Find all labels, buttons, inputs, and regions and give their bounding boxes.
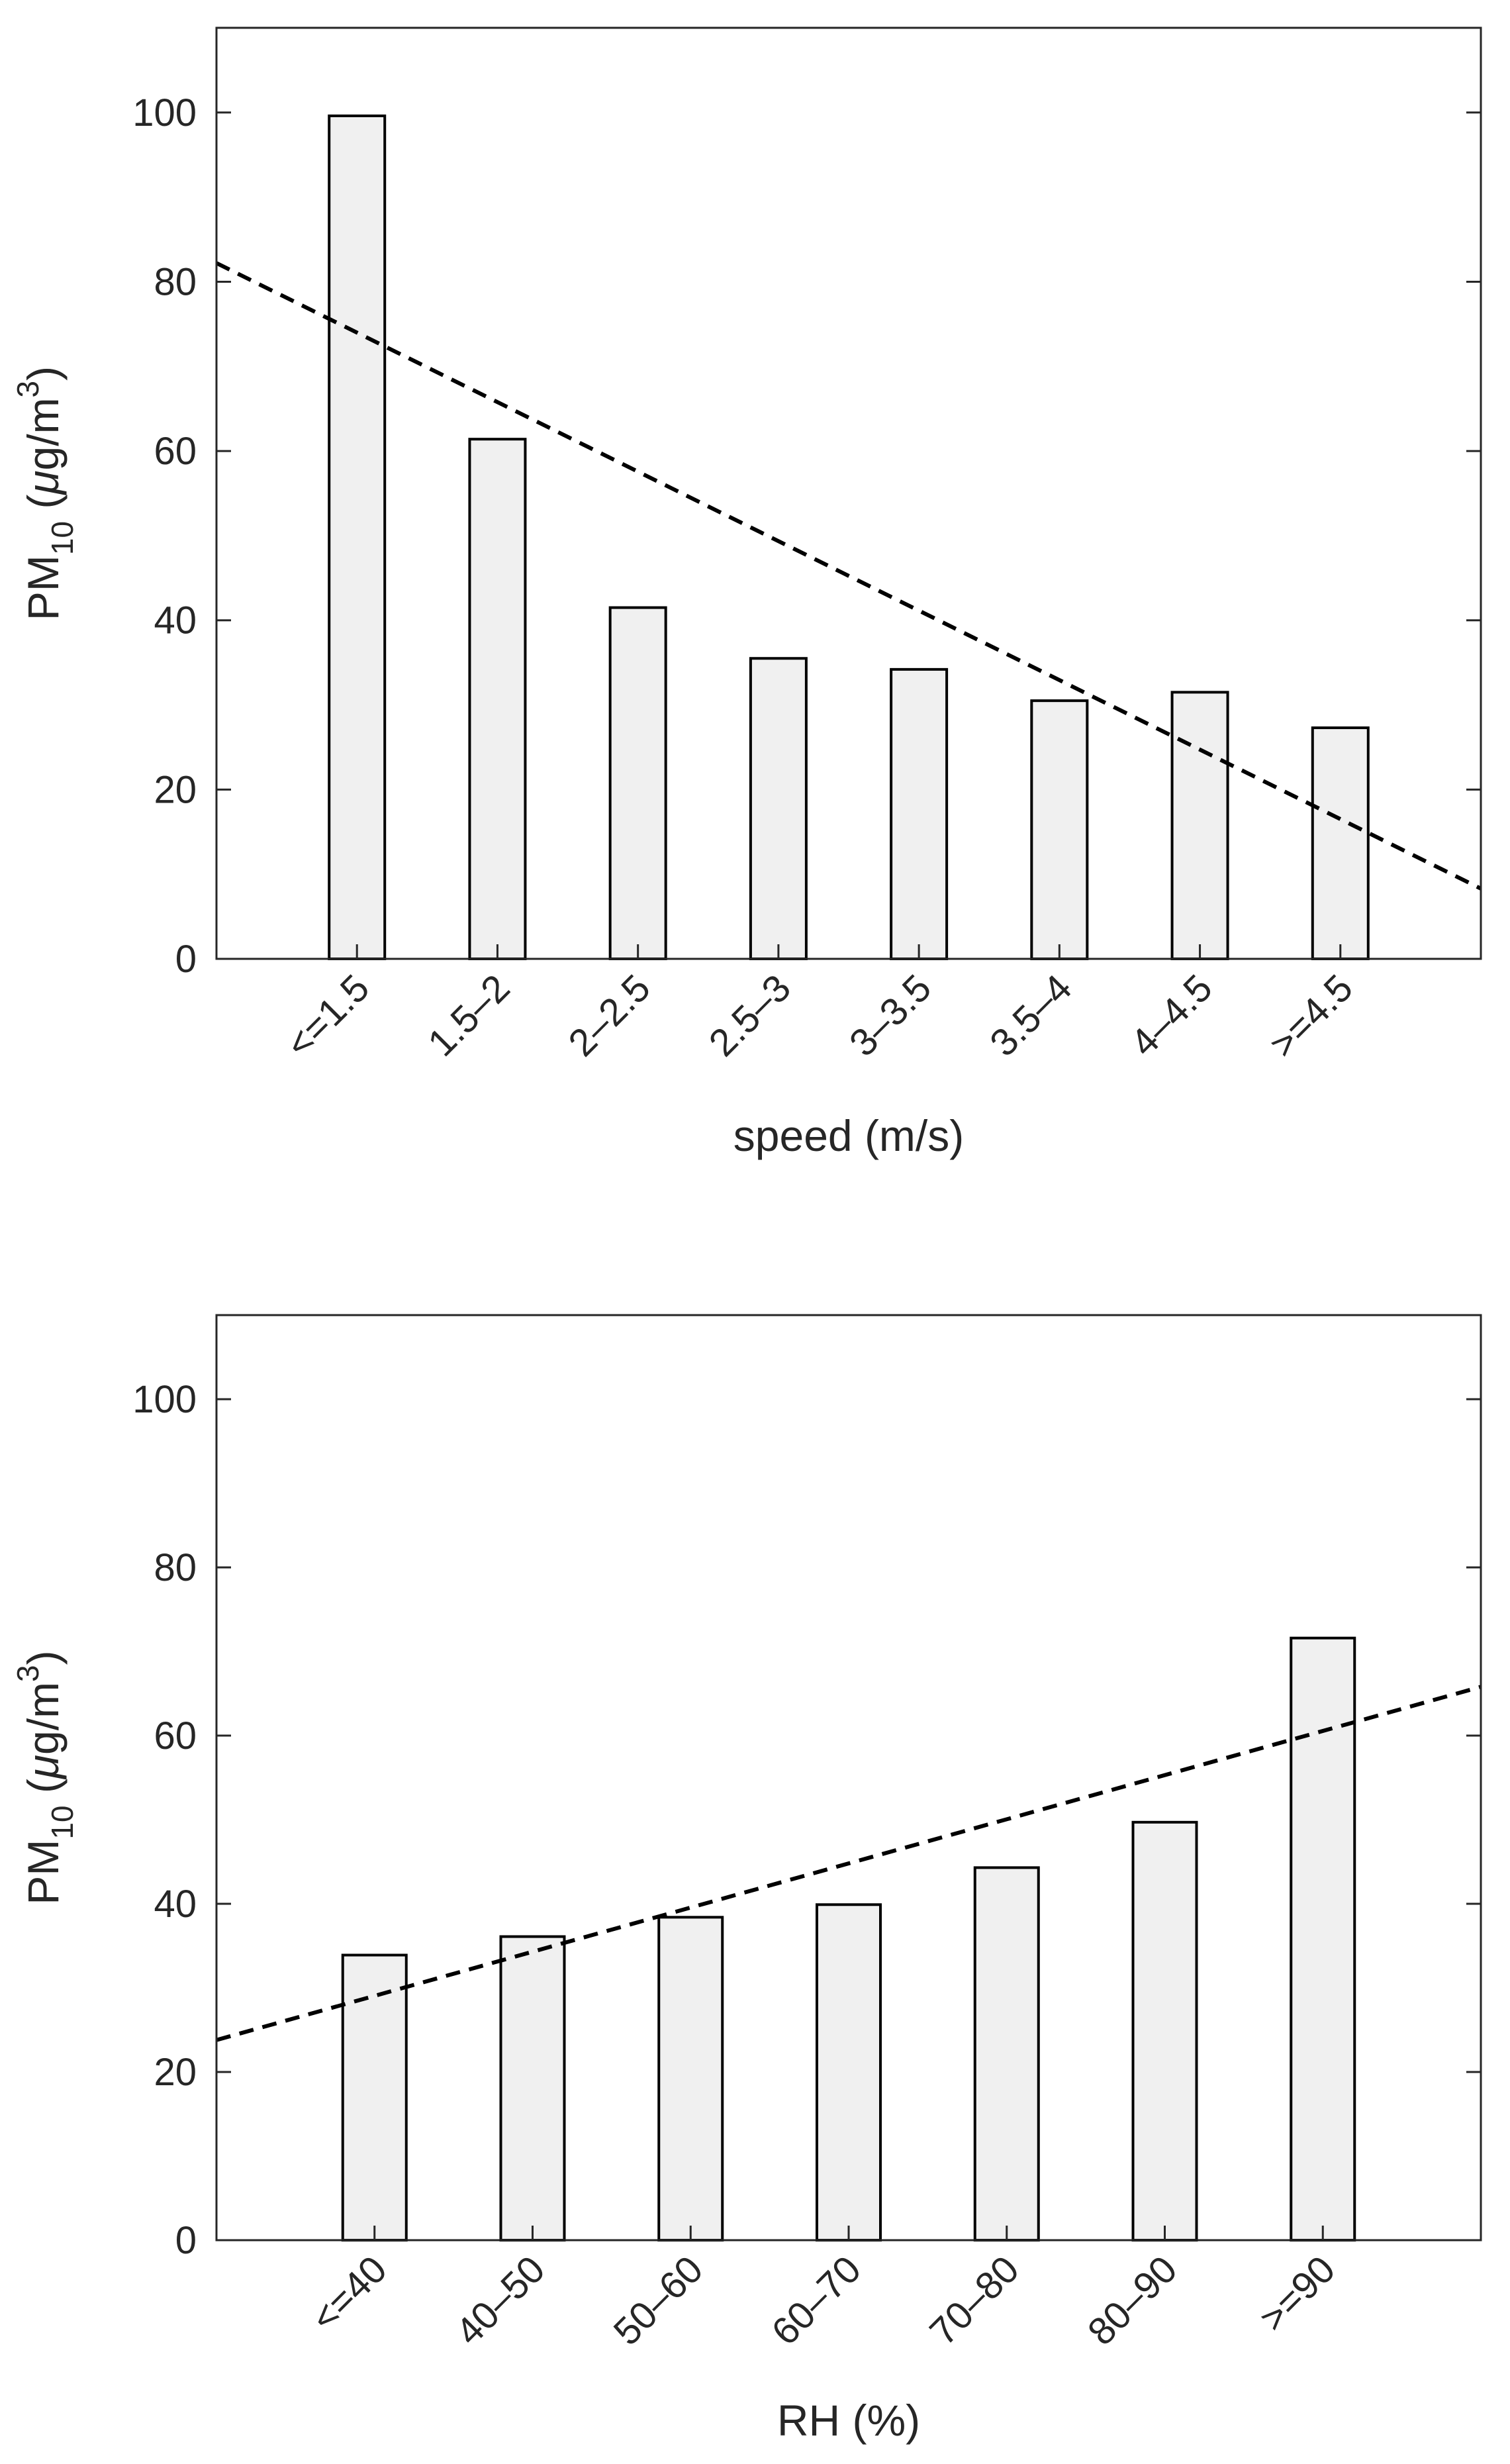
y-axis-title-part: g/m [19, 1682, 68, 1755]
x-axis-title: RH (%) [777, 2396, 920, 2445]
x-tick-label: 2.5–3 [700, 966, 799, 1065]
bar [890, 667, 949, 960]
y-axis-title-part: 10 [45, 521, 79, 555]
x-tick-label: 70–80 [921, 2247, 1027, 2353]
x-tick-label: >=4.5 [1261, 966, 1361, 1066]
y-tick-label: 20 [154, 768, 197, 811]
y-tick-label: 100 [132, 1378, 197, 1421]
x-tick-label: <=40 [303, 2247, 395, 2340]
bar [657, 1916, 724, 2242]
x-tick-label: 80–90 [1080, 2247, 1186, 2353]
y-axis-title-part: PM [19, 555, 68, 620]
y-axis-title-part: g/m [19, 397, 68, 470]
y-axis-title-part: 10 [45, 1805, 79, 1839]
bar [499, 1935, 566, 2242]
x-tick-label: 3.5–4 [982, 966, 1080, 1065]
y-tick-label: 0 [175, 2219, 197, 2262]
trend-line [215, 261, 1482, 891]
x-tick-label: 4–4.5 [1122, 966, 1221, 1065]
bar [1311, 726, 1370, 961]
bar [468, 438, 527, 960]
y-tick-label: 20 [154, 2051, 197, 2094]
trend-line [216, 1685, 1482, 2042]
y-axis-title-part: μ [19, 470, 68, 495]
y-axis-title: PM10 (μg/m3) [11, 1650, 79, 1904]
y-axis-title-part: ( [19, 1779, 68, 1805]
x-tick-label: 60–70 [763, 2247, 869, 2353]
x-axis-title: speed (m/s) [733, 1111, 964, 1160]
y-axis-title-part: ( [19, 495, 68, 521]
bar [973, 1866, 1040, 2242]
y-axis-title-part: ) [19, 1650, 68, 1665]
y-axis-title: PM10 (μg/m3) [11, 366, 79, 620]
bar [1131, 1820, 1198, 2242]
axes-box [215, 26, 1482, 960]
y-tick-label: 80 [154, 1546, 197, 1589]
y-axis-title-part: 3 [11, 381, 45, 398]
y-tick-label: 60 [154, 1714, 197, 1757]
bar [749, 657, 808, 961]
y-axis-title-part: 3 [11, 1665, 45, 1682]
x-tick-label: 2–2.5 [560, 966, 659, 1065]
bar [816, 1903, 882, 2242]
x-tick-label: 50–60 [605, 2247, 711, 2353]
y-axis-title-part: PM [19, 1840, 68, 1905]
chart-relative-humidity: 0 20 40 60 80 100 <=40 40–50 50–60 60–70 70–80 80–9… [11, 1314, 1482, 2445]
y-tick-label: 100 [132, 91, 197, 134]
bar [1290, 1636, 1356, 2242]
bar [608, 606, 667, 960]
x-tick-label: 40–50 [448, 2247, 553, 2353]
y-axis-title-part: ) [19, 366, 68, 381]
y-tick-label: 80 [154, 260, 197, 303]
y-tick-label: 0 [175, 938, 197, 981]
y-axis-title-part: μ [19, 1755, 68, 1780]
x-tick-label: 1.5–2 [420, 966, 518, 1065]
chart-wind-speed: 0 20 40 60 80 100 <=1.5 1.5–2 2–2.5 2.5–3 3–3.5 3.5… [11, 26, 1482, 1160]
y-tick-label: 60 [154, 430, 197, 473]
x-tick-label: 3–3.5 [841, 966, 940, 1065]
bar [328, 114, 387, 960]
bar [341, 1953, 408, 2242]
x-tick-label: <=1.5 [278, 966, 378, 1066]
bar [1170, 691, 1229, 960]
bar [1030, 699, 1089, 960]
y-tick-label: 40 [154, 1883, 197, 1926]
x-tick-label: >=90 [1251, 2247, 1343, 2340]
y-tick-label: 40 [154, 599, 197, 642]
